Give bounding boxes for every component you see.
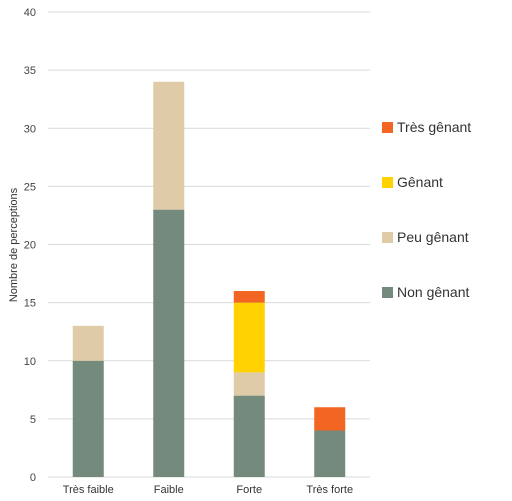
- bar-segment: [233, 395, 265, 477]
- bar-segment: [72, 360, 104, 477]
- bar-segment: [314, 430, 346, 477]
- bar-segment: [314, 407, 346, 431]
- bars: [72, 81, 346, 477]
- legend-label: Peu gênant: [397, 229, 469, 245]
- legend-swatch: [382, 232, 393, 243]
- x-axis-categories: Très faible Faible Forte Très forte: [63, 484, 353, 496]
- legend: Très gênant Gênant Peu gênant Non gênant: [382, 119, 471, 300]
- bar-segment: [153, 209, 185, 477]
- x-category-label: Faible: [154, 484, 184, 496]
- y-tick-label: 25: [24, 181, 36, 193]
- legend-item: Très gênant: [382, 119, 471, 135]
- legend-label: Très gênant: [397, 119, 471, 135]
- y-axis-ticks: 0 5 10 15 20 25 30 35 40: [24, 7, 36, 484]
- bar-segment: [233, 291, 265, 303]
- y-tick-label: 5: [30, 414, 36, 426]
- bar-segment: [72, 325, 104, 361]
- legend-item: Peu gênant: [382, 229, 469, 245]
- y-tick-label: 0: [30, 472, 36, 484]
- legend-item: Gênant: [382, 174, 443, 190]
- y-tick-label: 10: [24, 356, 36, 368]
- legend-swatch: [382, 122, 393, 133]
- y-tick-label: 40: [24, 7, 36, 19]
- y-tick-label: 20: [24, 240, 36, 252]
- bar-segment: [233, 302, 265, 373]
- bar-segment: [153, 81, 185, 210]
- x-category-label: Très faible: [63, 484, 114, 496]
- legend-item: Non gênant: [382, 284, 470, 300]
- legend-swatch: [382, 177, 393, 188]
- y-tick-label: 35: [24, 65, 36, 77]
- y-tick-label: 30: [24, 123, 36, 135]
- x-category-label: Très forte: [306, 484, 353, 496]
- legend-label: Gênant: [397, 174, 443, 190]
- y-axis-label: Nombre de perceptions: [8, 187, 20, 302]
- bar-segment: [233, 372, 265, 396]
- legend-swatch: [382, 287, 393, 298]
- y-tick-label: 15: [24, 298, 36, 310]
- legend-label: Non gênant: [397, 284, 470, 300]
- x-category-label: Forte: [236, 484, 262, 496]
